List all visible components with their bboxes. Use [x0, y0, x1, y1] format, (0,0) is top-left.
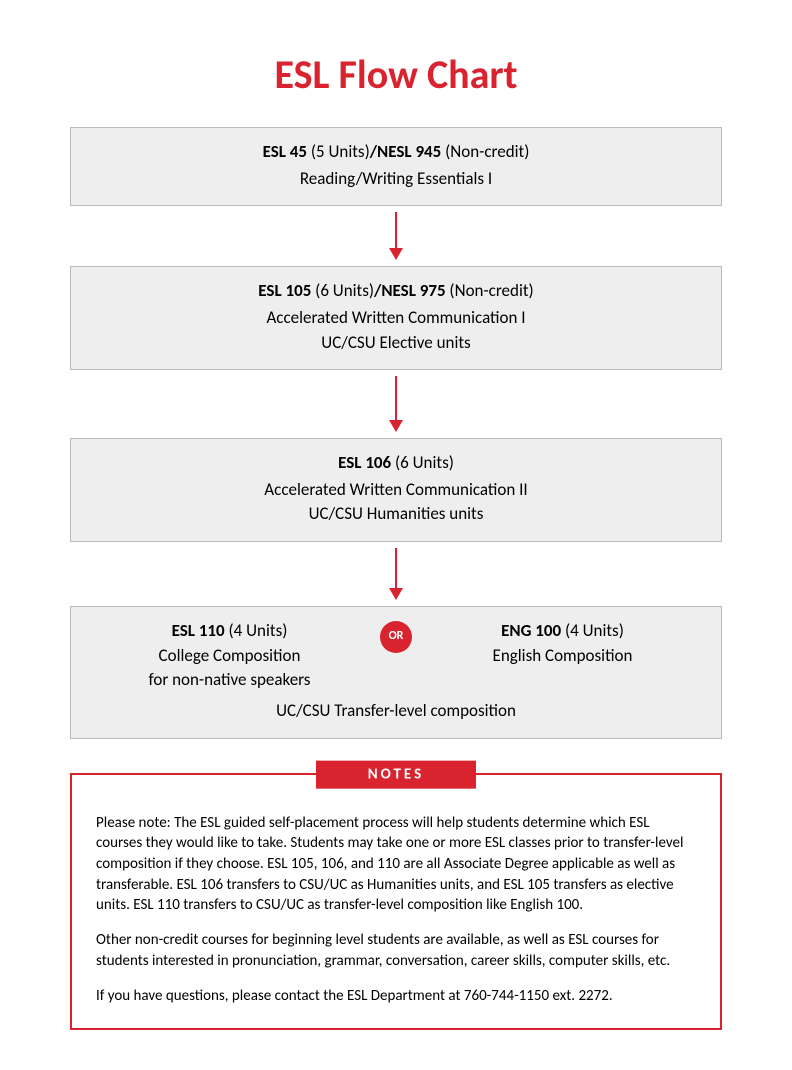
notes-paragraph: Other non-credit courses for beginning l… — [96, 930, 696, 971]
node-esl-105: ESL 105 (6 Units)/NESL 975 (Non-credit) … — [70, 266, 722, 370]
course-units: (5 Units) — [307, 141, 370, 162]
course-units-alt: (Non-credit) — [446, 280, 534, 301]
course-units: (6 Units) — [391, 452, 454, 473]
or-badge: OR — [380, 621, 412, 653]
course-units-alt: (Non-credit) — [441, 141, 529, 162]
page-title: ESL Flow Chart — [70, 50, 722, 99]
course-units: (4 Units) — [561, 620, 624, 641]
arrow-stem — [395, 548, 397, 588]
separator: / — [370, 141, 377, 162]
course-code-alt: NESL 945 — [377, 141, 441, 162]
course-code: ESL 106 — [338, 452, 391, 473]
course-subtitle: Accelerated Written Communication II — [87, 478, 705, 503]
notes-label-text: NOTES — [316, 760, 476, 789]
notes-label: NOTES — [72, 760, 720, 789]
course-subtitle: Accelerated Written Communication I — [87, 306, 705, 331]
course-units: (6 Units) — [311, 280, 374, 301]
arrow-icon — [389, 212, 403, 260]
node-esl-106: ESL 106 (6 Units) Accelerated Written Co… — [70, 438, 722, 542]
arrow-head — [389, 588, 403, 600]
arrow-head — [389, 420, 403, 432]
course-desc: English Composition — [418, 644, 707, 669]
course-code: ESL 110 — [172, 620, 225, 641]
course-desc: for non-native speakers — [85, 668, 374, 693]
arrow-head — [389, 248, 403, 260]
course-desc: College Composition — [85, 644, 374, 669]
arrow-icon — [389, 376, 403, 432]
flowchart: ESL 45 (5 Units)/NESL 945 (Non-credit) R… — [70, 127, 722, 739]
course-subtitle: Reading/Writing Essentials I — [87, 167, 705, 192]
split-right: ENG 100 (4 Units) English Composition — [418, 619, 707, 668]
notes-box: NOTES Please note: The ESL guided self-p… — [70, 773, 722, 1031]
arrow-stem — [395, 212, 397, 248]
course-units: (4 Units) — [225, 620, 288, 641]
arrow-stem — [395, 376, 397, 420]
node-split-final: ESL 110 (4 Units) College Composition fo… — [70, 606, 722, 739]
arrow-icon — [389, 548, 403, 600]
course-extra: UC/CSU Humanities units — [87, 502, 705, 527]
node-esl-45: ESL 45 (5 Units)/NESL 945 (Non-credit) R… — [70, 127, 722, 206]
split-footer: UC/CSU Transfer-level composition — [85, 699, 707, 724]
split-left: ESL 110 (4 Units) College Composition fo… — [85, 619, 374, 693]
course-extra: UC/CSU Elective units — [87, 331, 705, 356]
course-code-alt: NESL 975 — [381, 280, 445, 301]
course-code: ENG 100 — [501, 620, 561, 641]
notes-paragraph: If you have questions, please contact th… — [96, 986, 696, 1007]
course-code: ESL 45 — [263, 141, 307, 162]
notes-paragraph: Please note: The ESL guided self-placeme… — [96, 813, 696, 916]
course-code: ESL 105 — [258, 280, 311, 301]
